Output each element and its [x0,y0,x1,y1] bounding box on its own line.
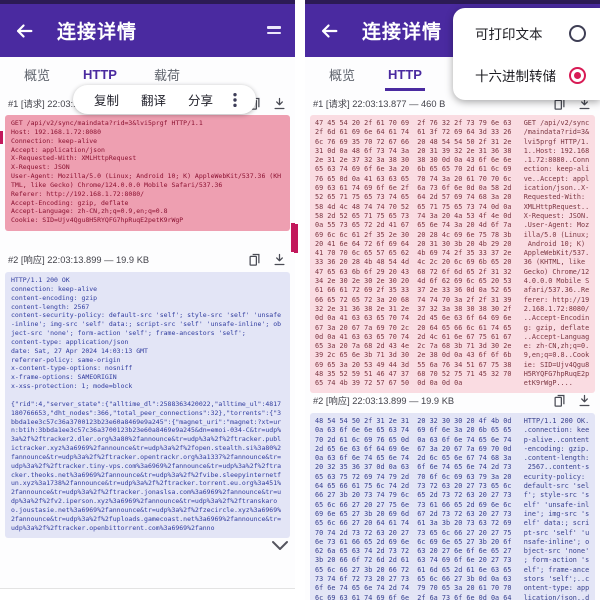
back-arrow-icon[interactable] [13,20,35,42]
status-bar [305,0,600,4]
tab-http[interactable]: HTTP [78,67,122,91]
radio-selected-icon[interactable] [569,66,586,84]
page-title: 连接详情 [57,22,138,43]
copy-button[interactable]: 复制 [94,94,120,108]
response-text-box[interactable]: HTTP/1.1 200 OK connection: keep-alive c… [5,272,290,538]
back-arrow-icon[interactable] [318,20,340,42]
radio-unselected-icon[interactable] [569,24,586,42]
screen-connection-details-text: 连接详情 概览 HTTP 载荷 #1 [请求] 22:03:13.877 — 4… [0,0,295,589]
response-header-row: #2 [响应] 22:03:13.899 — 19.9 KB [8,255,150,265]
response-hexdump-box[interactable]: 48 54 54 50 2f 31 2e 31 20 32 30 30 20 4… [310,413,595,600]
menu-item-printable-text[interactable]: 可打印文本 [453,12,600,54]
app-bar: 连接详情 [0,4,295,57]
tab-payload[interactable]: 载荷 [153,67,180,83]
response-row-actions [247,252,287,268]
copy-icon[interactable] [247,252,262,267]
tab-overview[interactable]: 概览 [328,67,355,83]
collapse-sections-icon[interactable] [267,26,281,35]
request-text-box[interactable]: GET /api/v2/sync/maindata?rid=3&lvi5prgf… [5,115,290,231]
download-icon[interactable] [272,252,287,267]
more-options-icon[interactable] [228,92,242,108]
chevron-down-icon[interactable] [270,539,290,553]
hexdump-scrollbar-thumb[interactable] [294,224,298,253]
copy-icon[interactable] [552,393,567,408]
request-hexdump-box[interactable]: 47 45 54 20 2f 61 70 69 2f 76 32 2f 73 7… [310,115,595,393]
download-icon[interactable] [577,393,592,408]
tab-overview[interactable]: 概览 [23,67,50,83]
screen-connection-details-hex: 连接详情 概览 HTTP 载荷 可打印文本 十六进制转储 #1 [请求] 22:… [305,0,600,600]
request-header-row: #1 [请求] 22:03:13.877 — 460 B [313,99,446,109]
share-button[interactable]: 分享 [188,94,214,108]
request-scrollbar-thumb[interactable] [291,223,295,252]
menu-item-hex-dump[interactable]: 十六进制转储 [453,54,600,96]
response-header-row: #2 [响应] 22:03:13.899 — 19.9 KB [313,396,455,406]
translate-button[interactable]: 翻译 [141,94,167,108]
tab-http[interactable]: HTTP [383,67,427,91]
display-mode-menu: 可打印文本 十六进制转储 [453,8,600,100]
text-selection-toolbar: 复制 翻译 分享 [73,85,257,114]
status-bar [0,0,295,4]
response-row-actions [552,393,592,409]
selection-handle-start[interactable] [0,131,3,144]
download-icon[interactable] [272,96,287,111]
page-title: 连接详情 [362,22,443,43]
